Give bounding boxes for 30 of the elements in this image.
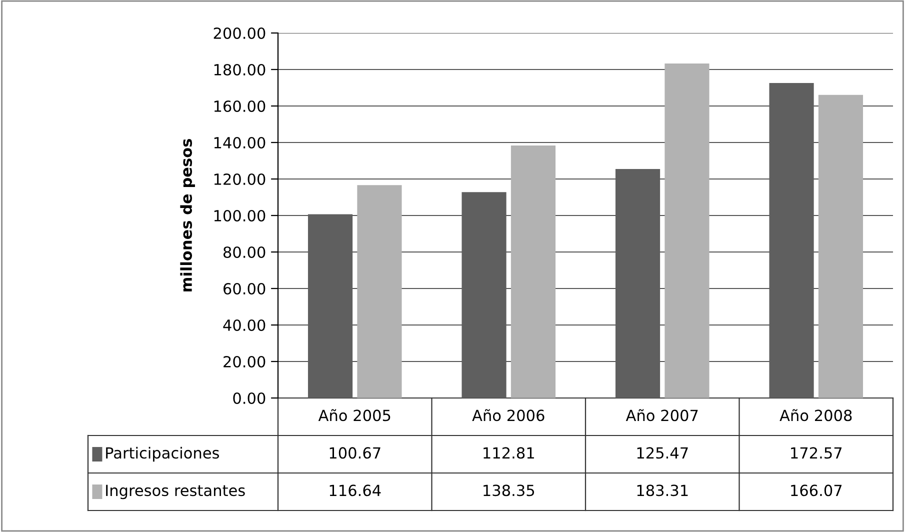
data-label: 172.57 (791, 447, 842, 459)
y-tick-label: 160.00 (214, 100, 266, 112)
y-tick-label: 200.00 (214, 27, 266, 40)
y-tick-label: 80.00 (223, 246, 266, 258)
y-tick-label: 180.00 (214, 64, 266, 76)
y-tick-label: 40.00 (223, 319, 266, 332)
data-label: 138.35 (484, 484, 534, 496)
bar (818, 94, 864, 398)
y-tick-label: 60.00 (224, 282, 266, 295)
data-label: 125.47 (637, 447, 688, 459)
x-tick-label: Año 2007 (626, 409, 698, 422)
y-tick-label: 100.00 (214, 210, 266, 222)
y-tick-label: 20.00 (224, 356, 266, 368)
data-label: 166.07 (791, 484, 842, 496)
y-axis-title: millones de pesos (180, 139, 195, 292)
y-tick-label: 140.00 (214, 136, 266, 149)
y-tick-label: 120.00 (214, 173, 266, 186)
legend-label: Ingresos restantes (106, 484, 245, 500)
bar (664, 63, 710, 398)
bar (357, 185, 402, 398)
data-label: 116.64 (330, 484, 381, 496)
bar (510, 146, 556, 398)
x-tick-label: Año 2005 (318, 409, 390, 422)
legend-label: Participaciones (106, 446, 219, 462)
y-tick-label: 0.00 (233, 392, 266, 404)
x-tick-label: Año 2006 (472, 409, 544, 422)
data-label: 112.81 (484, 447, 534, 459)
data-label: 100.67 (330, 447, 380, 459)
x-tick-label: Año 2008 (780, 409, 852, 422)
data-label: 183.31 (637, 484, 688, 496)
